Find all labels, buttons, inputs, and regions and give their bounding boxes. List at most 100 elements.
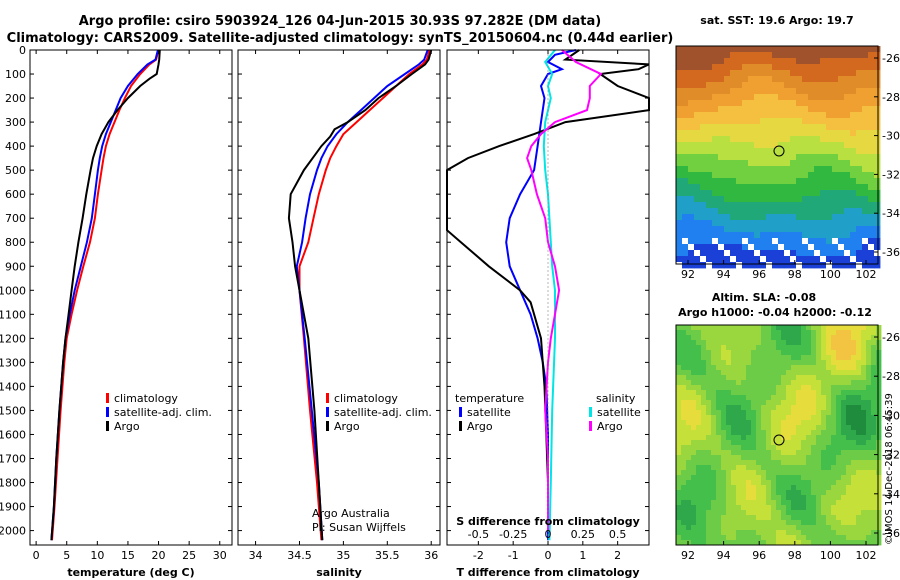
sla-yticks: -26 -28 -30 -32 -34 -36 <box>874 331 900 540</box>
map-ytick-label: -30 <box>882 130 900 143</box>
x-tick-label: 34.5 <box>287 549 312 562</box>
sst-map-panel: sat. SST: 19.6 Argo: 19.7 -26 -28 -30 -32 -3… <box>675 14 900 281</box>
x-tick-label: 34 <box>249 549 263 562</box>
sla-frame <box>675 324 879 546</box>
map-ytick-label: -26 <box>882 52 900 65</box>
x-tick-label: 15 <box>121 549 135 562</box>
x-tick-label: 25 <box>182 549 196 562</box>
temperature-legend: climatology satellite-adj. clim. Argo <box>106 392 212 433</box>
legend-temperature-title: temperature <box>455 392 524 405</box>
sla-title1: Altim. SLA: -0.08 <box>712 291 816 304</box>
legend-swatch-argo <box>106 421 109 431</box>
legend-swatch-t-argo <box>459 421 462 431</box>
series-line-salinity-argo <box>526 49 603 531</box>
x-tick-label: 36 <box>424 549 438 562</box>
map-ytick-label: -36 <box>882 246 900 259</box>
series-line-climatology <box>298 49 431 541</box>
map-xtick-label: 92 <box>681 268 695 281</box>
series-line-temperature-satellite <box>505 49 577 541</box>
salinity-difference-ticks: -0.5 -0.25 0 0.25 0.5 <box>468 528 627 541</box>
depth-tick-label: 1400 <box>0 380 26 393</box>
map-xtick-label: 96 <box>752 549 766 562</box>
s-tick-label: 0.5 <box>609 528 627 541</box>
sla-map-panel: Altim. SLA: -0.08 Argo h1000: -0.04 h200… <box>675 291 900 562</box>
difference-xlabel-s: S difference from climatology <box>456 515 640 528</box>
map-xtick-label: 98 <box>788 268 802 281</box>
legend-swatch-climatology <box>326 393 329 403</box>
x-tick-label: 0 <box>545 549 552 562</box>
map-xtick-label: 98 <box>788 549 802 562</box>
map-xtick-label: 96 <box>752 268 766 281</box>
x-tick-label: -1 <box>508 549 519 562</box>
legend-argo: Argo <box>114 420 140 433</box>
depth-tick-label: 1100 <box>0 308 26 321</box>
sla-map-image <box>676 325 882 546</box>
map-ytick-label: -32 <box>882 168 900 181</box>
sla-argo-marker <box>773 434 785 446</box>
s-tick-label: -0.5 <box>468 528 489 541</box>
depth-tick-label: 400 <box>5 140 26 153</box>
depth-tick-label: 800 <box>5 236 26 249</box>
temperature-xlabel: temperature (deg C) <box>67 566 194 579</box>
difference-xlabel-t: T difference from climatology <box>456 566 639 579</box>
x-tick-label: 5 <box>63 549 70 562</box>
depth-tick-label: 1300 <box>0 356 26 369</box>
legend-t-satellite: satellite <box>467 406 511 419</box>
legend-salinity-title: salinity <box>596 392 636 405</box>
depth-tick-label: 1800 <box>0 477 26 490</box>
depth-tick-label: 200 <box>5 92 26 105</box>
legend-swatch-t-satellite <box>459 407 462 417</box>
map-xtick-label: 94 <box>717 268 731 281</box>
legend-swatch-satellite <box>106 407 109 417</box>
x-tick-label: -2 <box>473 549 484 562</box>
map-xtick-label: 102 <box>856 268 877 281</box>
map-xtick-label: 94 <box>717 549 731 562</box>
map-ytick-label: -28 <box>882 370 900 383</box>
sla-title2: Argo h1000: -0.04 h2000: -0.12 <box>678 306 872 319</box>
depth-tick-label: 2000 <box>0 525 26 538</box>
map-ytick-label: -34 <box>882 207 900 220</box>
difference-legend-salinity: salinity satellite Argo <box>589 392 641 433</box>
sst-frame <box>675 45 879 265</box>
s-tick-label: -0.25 <box>499 528 527 541</box>
legend-t-argo: Argo <box>467 420 493 433</box>
map-ytick-label: -32 <box>882 449 900 462</box>
depth-tick-label: 1500 <box>0 404 26 417</box>
legend-s-argo: Argo <box>597 420 623 433</box>
temperature-panel: temperature (deg C) climatology satellit… <box>29 49 233 579</box>
series-line-argo <box>287 49 433 541</box>
legend-swatch-climatology <box>106 393 109 403</box>
legend-swatch-argo <box>326 421 329 431</box>
legend-climatology: climatology <box>114 392 178 405</box>
s-tick-label: 0 <box>545 528 552 541</box>
series-line-satellite-adj-clim- <box>295 49 429 541</box>
map-xtick-label: 100 <box>820 268 841 281</box>
difference-panel: T difference from climatology S differen… <box>446 49 650 579</box>
map-xtick-label: 92 <box>681 549 695 562</box>
depth-axis: 0 100 200 300 400 500 600 700 800 900 1000 1100 1200… <box>0 44 26 538</box>
salinity-panel: salinity climatology satellite-adj. clim… <box>237 49 441 579</box>
credit-line1: Argo Australia <box>312 507 390 520</box>
x-tick-label: 2 <box>614 549 621 562</box>
series-line-climatology <box>51 49 160 541</box>
salinity-frame <box>237 49 441 546</box>
x-tick-label: 10 <box>90 549 104 562</box>
temperature-frame <box>29 49 233 546</box>
series-line-satellite-adj-clim- <box>50 49 159 541</box>
legend-climatology: climatology <box>334 392 398 405</box>
map-ytick-label: -28 <box>882 91 900 104</box>
x-tick-label: 20 <box>152 549 166 562</box>
legend-satellite: satellite-adj. clim. <box>334 406 432 419</box>
depth-tick-label: 1700 <box>0 452 26 465</box>
map-ytick-label: -26 <box>882 331 900 344</box>
map-xtick-label: 102 <box>856 549 877 562</box>
x-tick-label: 30 <box>213 549 227 562</box>
salinity-xlabel: salinity <box>316 566 362 579</box>
sst-xticks: 92 94 96 98 100 102 <box>681 260 877 281</box>
depth-tick-label: 700 <box>5 212 26 225</box>
legend-satellite: satellite-adj. clim. <box>114 406 212 419</box>
depth-tick-label: 1200 <box>0 332 26 345</box>
legend-swatch-s-satellite <box>589 407 592 417</box>
legend-s-satellite: satellite <box>597 406 641 419</box>
